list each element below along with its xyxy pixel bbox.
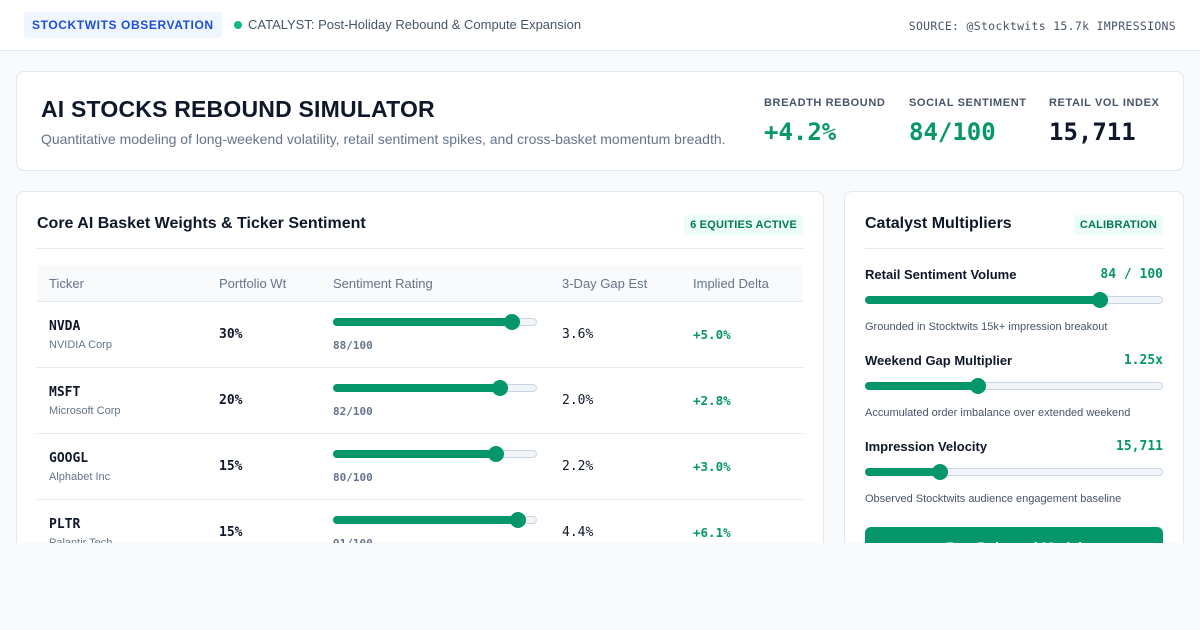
control-note: Grounded in Stocktwits 15k+ impression b…	[865, 321, 1108, 333]
source-label: SOURCE: @Stocktwits 15.7k IMPRESSIONS	[908, 19, 1176, 33]
portfolio-weight: 30%	[219, 327, 243, 342]
table-row: GOOGL Alphabet Inc 15% 80/100 2.2% +3.0%	[37, 434, 803, 500]
stat-label: BREADTH REBOUND	[764, 97, 886, 109]
page-subtitle: Quantitative modeling of long-weekend vo…	[41, 131, 726, 147]
stat-value: +4.2%	[764, 118, 837, 146]
column-header-sentiment: Sentiment Rating	[333, 276, 433, 291]
control-note: Accumulated order imbalance over extende…	[865, 407, 1131, 419]
catalyst-title: Catalyst Multipliers	[865, 215, 1012, 232]
slider-handle[interactable]	[503, 314, 520, 330]
observation-badge: STOCKTWITS OBSERVATION	[24, 12, 222, 38]
control-value: 15,711	[1116, 439, 1163, 454]
catalyst-text: CATALYST: Post-Holiday Rebound & Compute…	[248, 17, 582, 32]
control-value: 1.25x	[1123, 353, 1163, 368]
basket-title: Core AI Basket Weights & Ticker Sentimen…	[37, 215, 366, 232]
basket-card: Core AI Basket Weights & Ticker Sentimen…	[16, 191, 824, 551]
slider-handle[interactable]	[487, 446, 504, 462]
sentiment-score: 88/100	[333, 339, 373, 352]
stat-label: RETAIL VOL INDEX	[1049, 97, 1160, 109]
stat-value: 15,711	[1049, 118, 1136, 146]
catalyst-divider	[865, 248, 1163, 249]
slider-handle[interactable]	[509, 512, 526, 528]
ticker-symbol: GOOGL	[49, 451, 89, 466]
hero-card: AI STOCKS REBOUND SIMULATOR Quantitative…	[16, 71, 1184, 171]
impression-velocity-slider[interactable]	[865, 464, 1163, 480]
column-header-delta: Implied Delta	[693, 276, 769, 291]
portfolio-weight: 15%	[219, 525, 243, 540]
company-name: Alphabet Inc	[49, 471, 111, 483]
portfolio-weight: 15%	[219, 459, 243, 474]
ticker-symbol: NVDA	[49, 319, 81, 334]
calibration-badge: CALIBRATION	[1073, 215, 1163, 235]
status-dot-icon	[234, 21, 242, 29]
control-label: Retail Sentiment Volume	[865, 267, 1017, 282]
implied-delta: +6.1%	[693, 525, 731, 540]
slider-handle[interactable]	[970, 378, 987, 394]
catalyst-indicator: CATALYST: Post-Holiday Rebound & Compute…	[234, 17, 581, 33]
control-value: 84 / 100	[1100, 267, 1163, 282]
retail-sentiment-slider[interactable]	[865, 292, 1163, 308]
stat-value: 84/100	[909, 118, 996, 146]
page-title: AI STOCKS REBOUND SIMULATOR	[41, 96, 435, 122]
slider-handle[interactable]	[932, 464, 948, 480]
gap-estimate: 3.6%	[562, 327, 594, 342]
catalyst-multipliers-card: Catalyst Multipliers CALIBRATION Retail …	[844, 191, 1184, 551]
table-row: NVDA NVIDIA Corp 30% 88/100 3.6% +5.0%	[37, 302, 803, 368]
slider-handle[interactable]	[491, 380, 508, 396]
implied-delta: +2.8%	[693, 393, 731, 408]
company-name: NVIDIA Corp	[49, 339, 112, 351]
equities-active-badge: 6 EQUITIES ACTIVE	[684, 215, 803, 235]
stat-breadth-rebound: BREADTH REBOUND +4.2%	[764, 97, 885, 146]
gap-estimate: 2.0%	[562, 393, 594, 408]
column-header-weight: Portfolio Wt	[219, 276, 287, 291]
column-header-gap: 3-Day Gap Est	[562, 276, 648, 291]
stat-label: SOCIAL SENTIMENT	[909, 97, 1027, 109]
top-bar: STOCKTWITS OBSERVATION CATALYST: Post-Ho…	[0, 0, 1200, 51]
control-note: Observed Stocktwits audience engagement …	[865, 493, 1122, 505]
ticker-symbol: MSFT	[49, 385, 81, 400]
control-label: Weekend Gap Multiplier	[865, 353, 1013, 368]
control-label: Impression Velocity	[865, 439, 988, 454]
table-header: Ticker Portfolio Wt Sentiment Rating 3-D…	[37, 265, 803, 302]
sentiment-score: 82/100	[333, 405, 373, 418]
company-name: Microsoft Corp	[49, 405, 121, 417]
sentiment-slider[interactable]	[333, 446, 537, 462]
slider-handle[interactable]	[1091, 292, 1108, 308]
sentiment-slider[interactable]	[333, 512, 537, 528]
table-row: MSFT Microsoft Corp 20% 82/100 2.0% +2.8…	[37, 368, 803, 434]
stat-social-sentiment: SOCIAL SENTIMENT 84/100	[909, 97, 1027, 146]
column-header-ticker: Ticker	[49, 276, 84, 291]
implied-delta: +5.0%	[693, 327, 731, 342]
sentiment-slider[interactable]	[333, 314, 537, 330]
stat-retail-vol-index: RETAIL VOL INDEX 15,711	[1049, 97, 1159, 146]
page-background	[0, 543, 1200, 630]
implied-delta: +3.0%	[693, 459, 731, 474]
ticker-symbol: PLTR	[49, 517, 81, 532]
gap-estimate: 4.4%	[562, 525, 594, 540]
gap-estimate: 2.2%	[562, 459, 594, 474]
portfolio-weight: 20%	[219, 393, 243, 408]
sentiment-slider[interactable]	[333, 380, 537, 396]
weekend-gap-slider[interactable]	[865, 378, 1163, 394]
sentiment-score: 80/100	[333, 471, 373, 484]
basket-divider	[37, 248, 803, 249]
